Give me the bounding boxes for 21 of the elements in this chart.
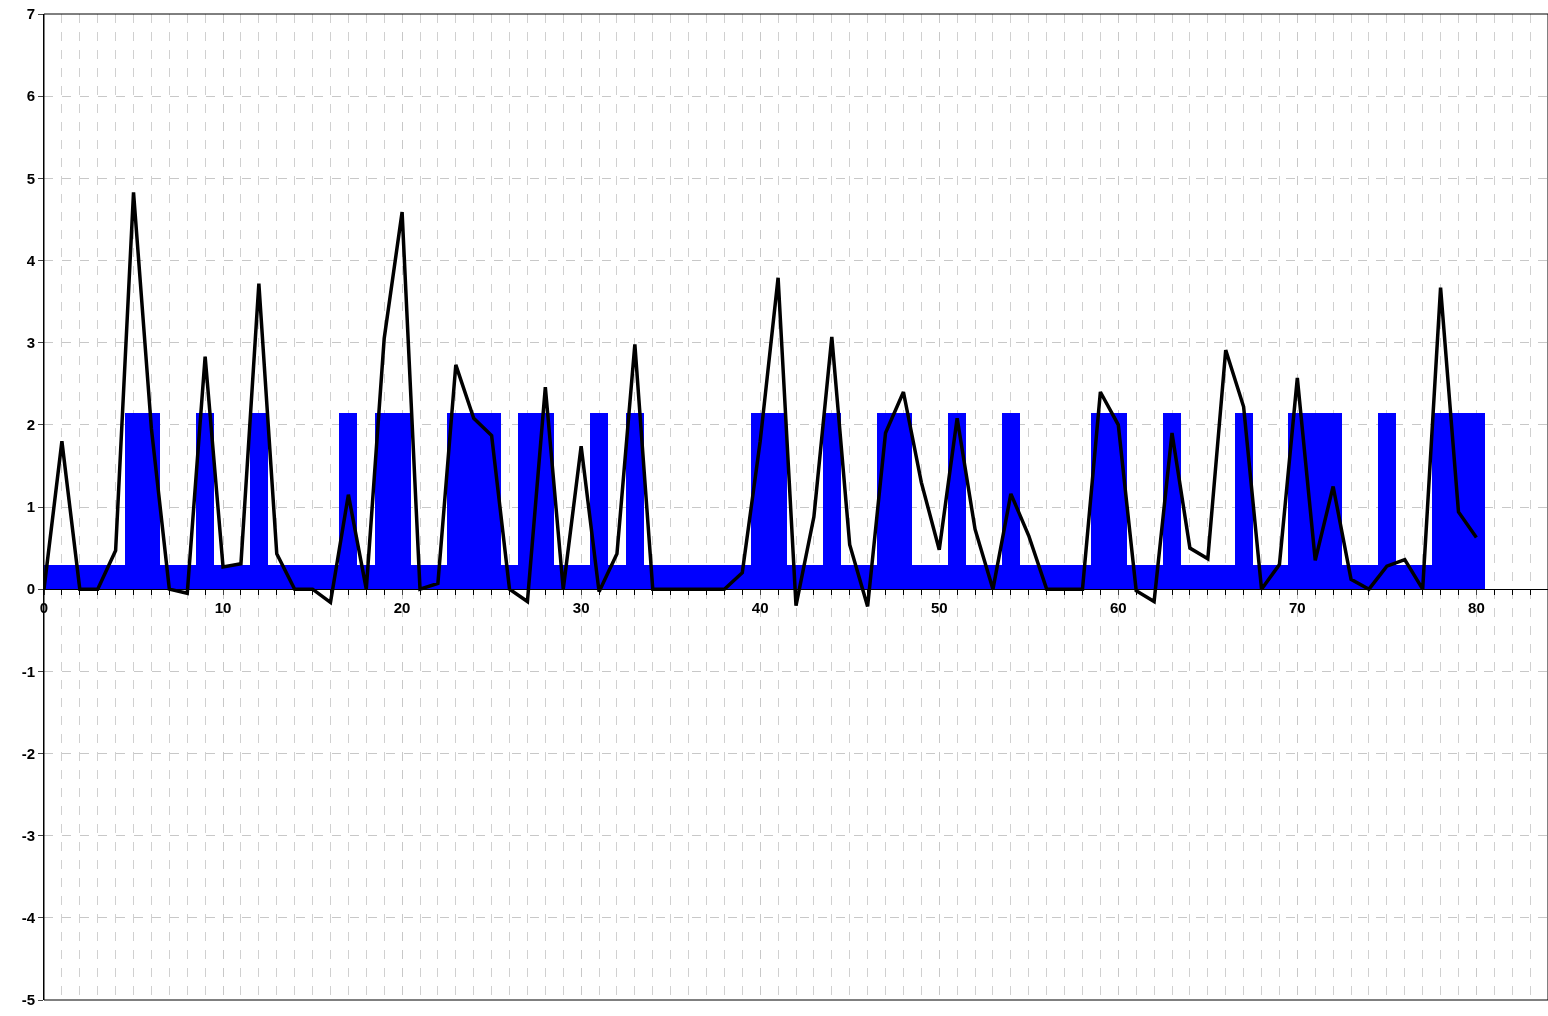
- y-tick-label: 4: [26, 251, 36, 269]
- x-tick-label: 60: [1109, 599, 1127, 617]
- y-tick-label: 1: [26, 498, 35, 516]
- y-tick-label: -3: [21, 826, 35, 844]
- x-tick-label: 20: [393, 599, 411, 617]
- y-tick-label: 5: [26, 169, 35, 187]
- y-tick-label: -1: [21, 662, 35, 680]
- y-tick-label: -2: [21, 744, 35, 762]
- y-tick-label: -4: [21, 909, 36, 927]
- x-tick-label: 50: [930, 599, 948, 617]
- y-tick-label: 7: [26, 5, 35, 23]
- y-tick-label: -5: [21, 991, 35, 1009]
- x-tick-label: 80: [1468, 599, 1485, 617]
- x-tick-label: 30: [572, 599, 590, 617]
- y-tick-label: 6: [26, 87, 35, 105]
- x-tick-label: 10: [214, 599, 232, 617]
- y-tick-label: 0: [26, 580, 35, 598]
- x-tick-label: 70: [1288, 599, 1306, 617]
- x-tick-label: 40: [751, 599, 769, 617]
- y-tick-label: 3: [26, 333, 35, 351]
- y-tick-label: 2: [26, 416, 35, 434]
